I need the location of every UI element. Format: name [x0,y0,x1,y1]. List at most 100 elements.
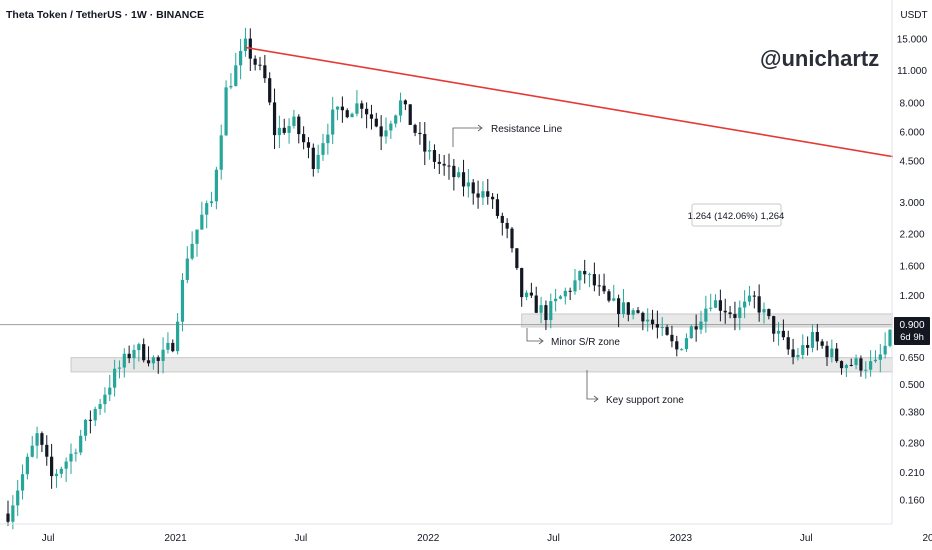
candle-up [810,331,815,348]
candle-up [539,305,543,313]
candle-up [699,321,703,330]
resistance-line[interactable] [245,46,932,236]
candle-up [801,345,805,355]
resistance-callout-arrow [477,124,483,132]
candle-down [40,433,44,445]
candle-down [476,193,480,198]
candle-down [297,116,301,135]
price-axis[interactable] [893,0,932,550]
time-tick-label: 2024 [922,533,932,544]
candle-down [515,248,519,269]
candle-up [878,354,882,360]
candle-down [617,298,621,314]
candle-down [142,344,146,361]
candle-up [122,353,126,368]
candle-down [597,285,601,287]
candle-down [442,163,446,166]
candle-up [776,330,781,334]
candle-down [602,285,606,292]
candle-up [74,452,78,454]
price-tick-label: 1.200 [899,291,924,302]
candle-down [495,199,500,216]
candle-up [79,435,83,453]
candle-up [229,86,233,88]
candle-up [200,214,204,230]
candle-down [529,292,533,296]
time-tick-label: Jul [800,533,813,544]
candle-up [132,350,136,359]
candle-up [93,408,97,421]
time-tick-label: Jul [294,533,307,544]
candle-down [360,103,364,109]
candle-down [510,228,514,249]
minor-zone-callout-line [526,328,543,342]
candle-down [45,444,49,457]
candle-down [694,326,698,330]
price-tick-label: 3.000 [899,198,924,209]
candle-up [137,344,141,351]
candle-up [11,505,15,522]
minor-zone-label: Minor S/R zone [551,337,620,348]
candle-down [626,302,630,315]
candle-down [791,349,795,358]
candle-down [583,270,587,275]
price-tick-label: 0.500 [899,380,924,391]
time-tick-label: 2023 [670,533,693,544]
candle-up [30,445,34,457]
candle-down [544,305,548,321]
candle-down [311,147,315,169]
price-tick-label: 6.000 [899,128,924,139]
time-tick-label: 2021 [164,533,187,544]
candle-up [660,327,664,329]
candle-up [108,387,112,395]
candle-up [20,474,25,491]
candle-down [146,360,151,364]
candle-down [127,353,131,359]
candle-up [873,359,878,362]
candle-down [757,296,761,313]
time-tick-label: 2022 [417,533,440,544]
candle-up [25,456,29,475]
candle-up [883,345,887,355]
candle-up [209,201,214,204]
candle-up [587,274,592,276]
candle-down [815,331,819,342]
candle-down [268,78,272,103]
candle-down [6,513,10,522]
candle-down [88,419,92,421]
candle-down [263,65,267,79]
candle-down [655,324,659,328]
time-ticks: Jul2021Jul2022Jul2023Jul2024Jul2025Jul20… [42,533,932,544]
candle-up [321,143,325,155]
candle-down [767,309,771,317]
candle-down [825,345,829,358]
candle-up [117,367,122,369]
candle-down [592,274,596,286]
candle-down [452,165,456,178]
candle-up [331,109,335,135]
price-tick-label: 4.500 [899,157,924,168]
candle-up [219,135,223,170]
candle-up [69,453,73,462]
price-tick-label: 0.650 [899,353,924,364]
candle-down [723,310,727,313]
key-zone-callout-arrow [593,395,599,403]
candle-down [491,196,495,200]
price-tick-label: 2.200 [899,229,924,240]
candle-up [316,154,320,169]
candle-up [621,302,626,314]
watermark: @unichartz [760,46,879,71]
candle-up [558,296,563,299]
candle-up [549,301,553,321]
price-tick-label: 0.380 [899,408,924,419]
candle-up [355,103,359,114]
candle-up [394,115,398,124]
key-support-zone [70,357,932,373]
candle-down [728,312,732,315]
candle-down [718,300,722,311]
candle-up [64,461,68,469]
candle-up [612,298,616,301]
candle-up [292,116,296,126]
